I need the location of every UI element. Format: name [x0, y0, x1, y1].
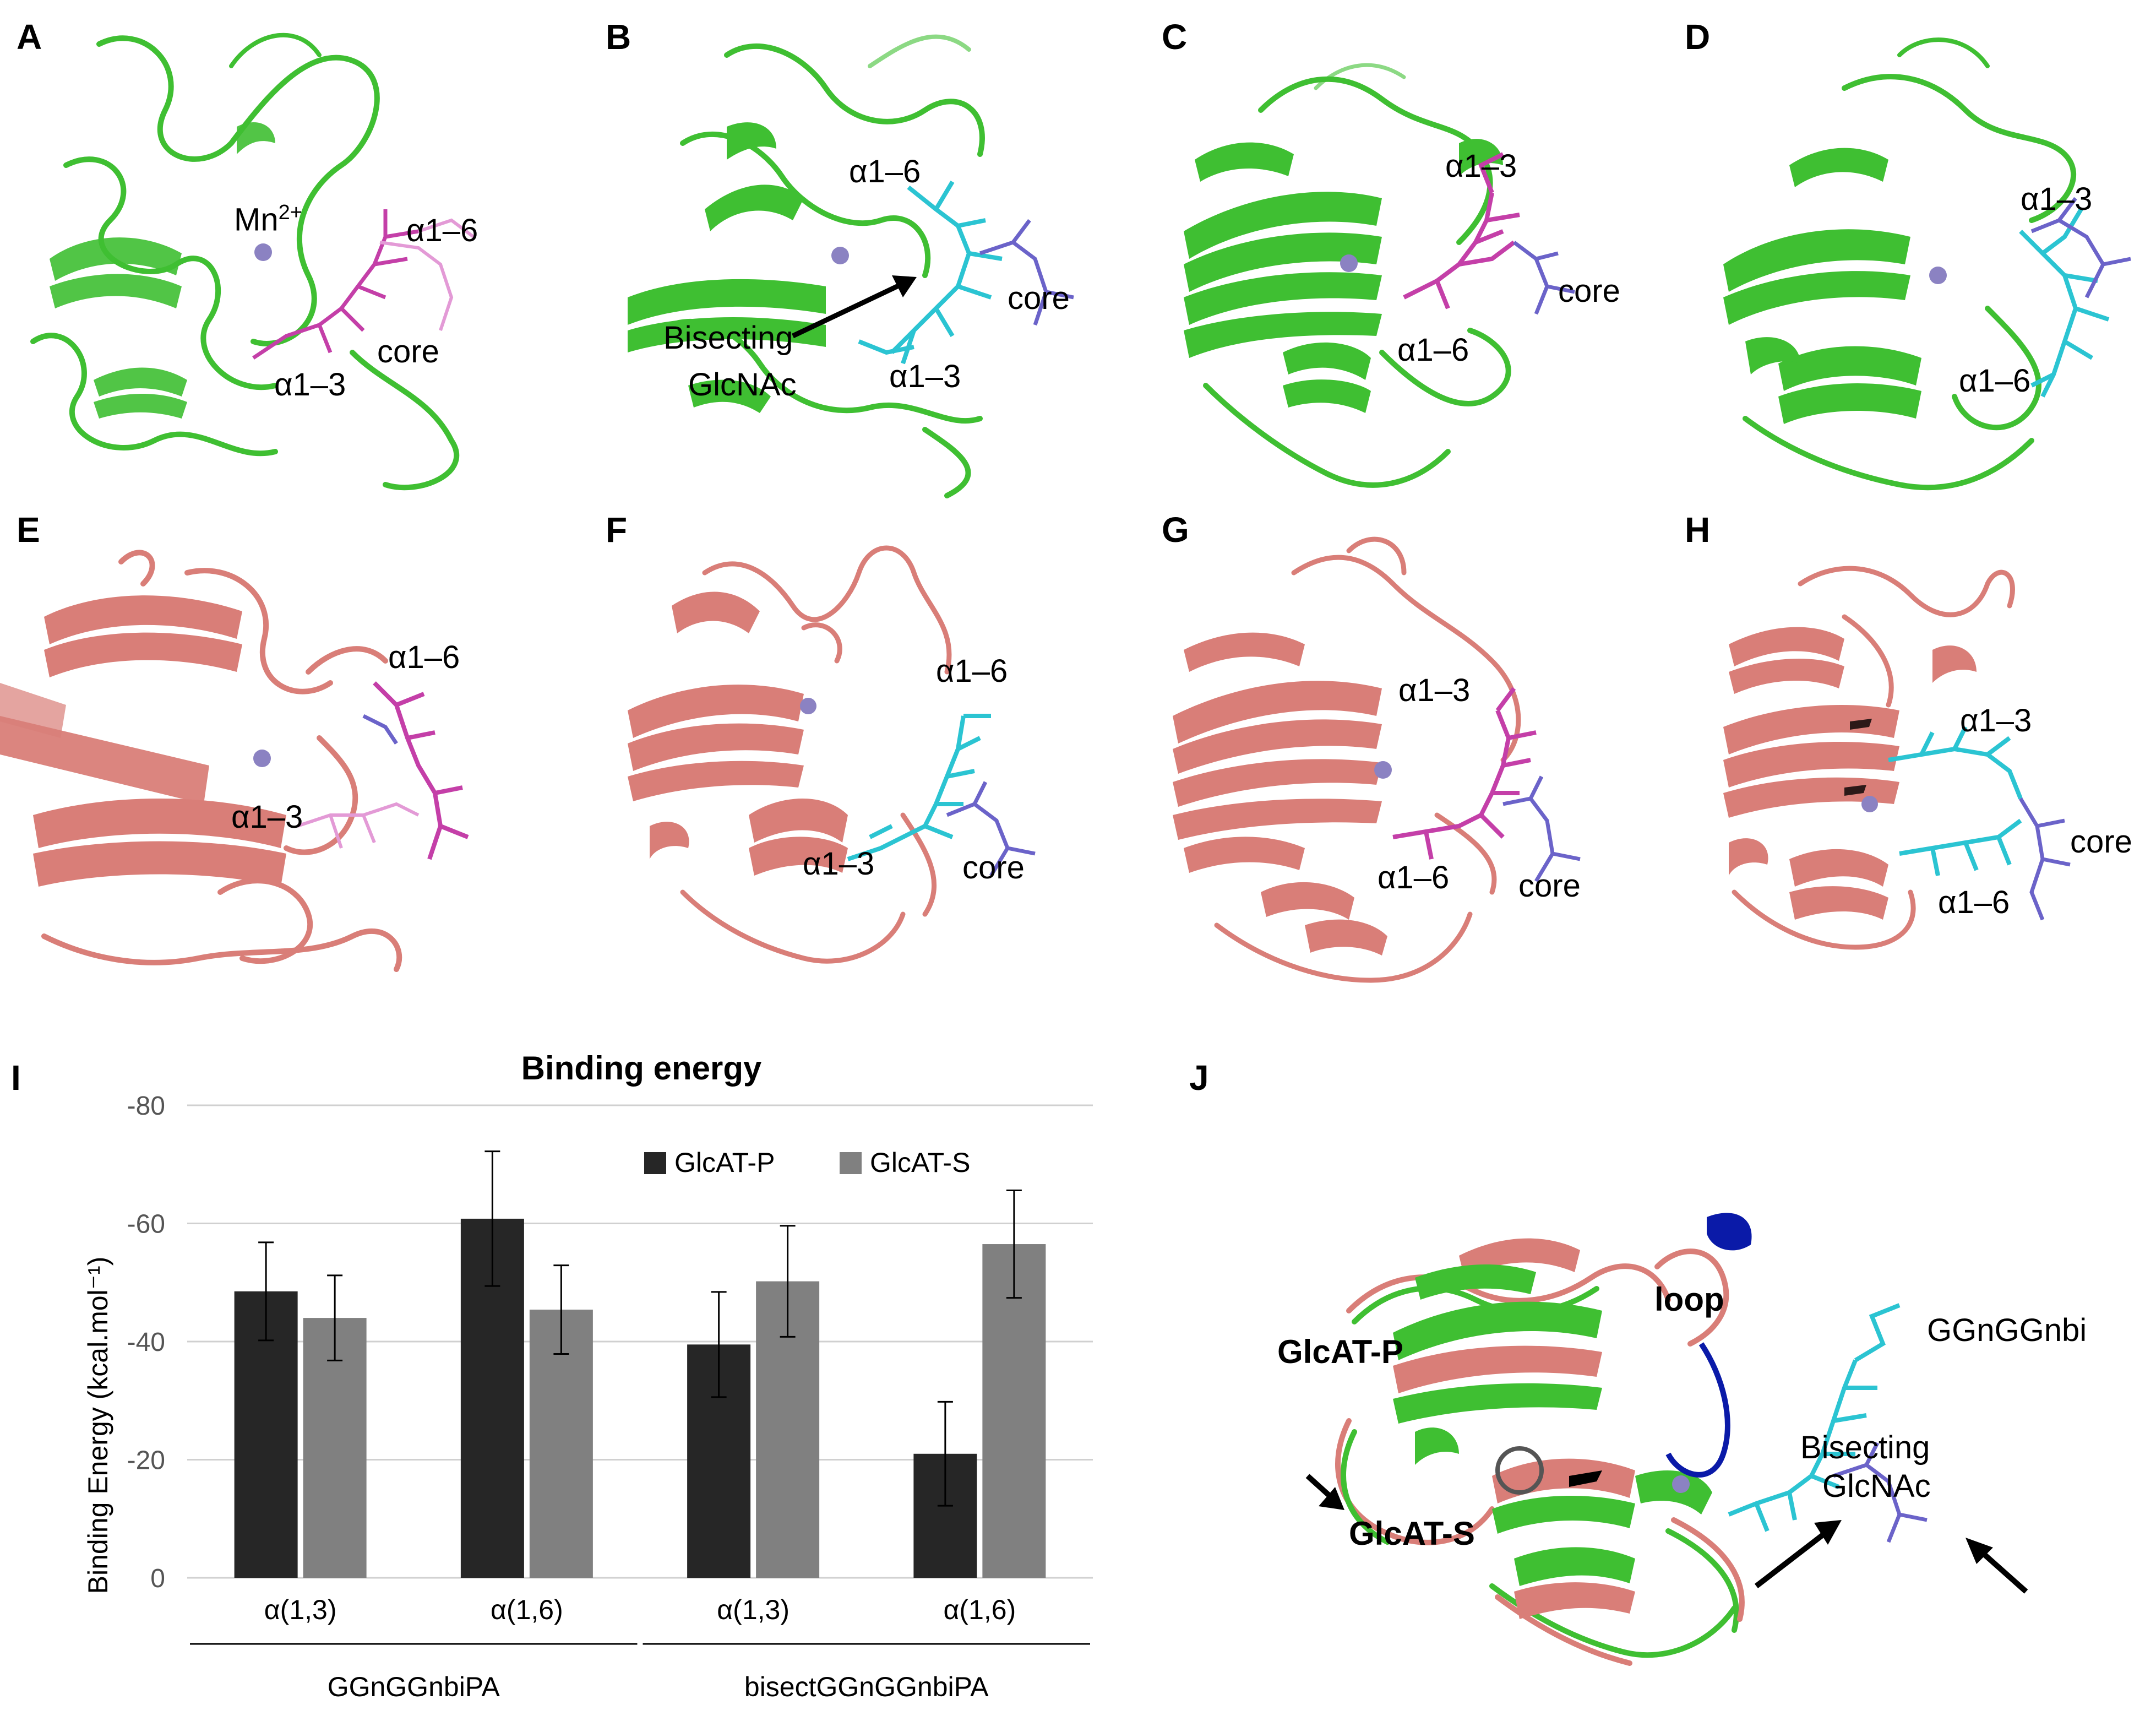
label-glcnac-J: GlcNAc [1822, 1468, 1931, 1504]
chart-error-bars [258, 1150, 1022, 1507]
protein-structure-D [1723, 37, 2131, 491]
panel-label-J: J [1189, 1058, 1209, 1098]
label-core-H: core [2070, 824, 2132, 860]
label-a13-C: α1–3 [1445, 148, 1517, 184]
protein-structure-H [1723, 566, 2071, 950]
label-a13-E: α1–3 [231, 799, 303, 835]
label-core-F: core [962, 850, 1025, 886]
protein-overlay-J [1305, 1213, 2028, 1666]
y-tick-label-4: -80 [127, 1092, 165, 1121]
label-a16-B: α1–6 [849, 154, 921, 189]
panel-label-A: A [17, 17, 42, 57]
panel-label-E: E [17, 510, 40, 550]
label-a13-A: α1–3 [274, 367, 346, 403]
binding-energy-chart: Binding energy 0 -20 -40 -60 -80 α(1,3) α(1,6… [0, 1035, 1145, 1718]
label-core-B: core [1008, 280, 1070, 316]
label-bisecting-B: Bisecting [663, 320, 793, 356]
protein-structure-E [0, 550, 469, 972]
chart-legend: GlcAT-P GlcAT-S [644, 1147, 970, 1178]
panel-E: E α1–6 α1–3 [0, 507, 551, 1002]
y-tick-label-2: -40 [127, 1328, 165, 1357]
label-bisecting-J: Bisecting [1800, 1430, 1930, 1465]
label-core-C: core [1558, 273, 1620, 309]
label-core-A: core [377, 334, 439, 370]
label-a13-B: α1–3 [889, 359, 961, 394]
panel-F: F α1–6 α1–3 core [595, 507, 1145, 1002]
chart-title: Binding energy [521, 1050, 762, 1087]
label-a16-H: α1–6 [1938, 884, 2010, 920]
panel-label-C: C [1162, 17, 1188, 57]
panel-label-G: G [1162, 510, 1189, 550]
label-a16-A: α1–6 [406, 213, 478, 248]
label-a16-F: α1–6 [936, 653, 1008, 689]
label-core-G: core [1518, 868, 1581, 904]
protein-structure-F [628, 545, 1036, 964]
label-a13-D: α1–3 [2021, 181, 2093, 217]
panel-G: G α1–3 α1–6 core [1151, 507, 1646, 1002]
chart-y-ticks: 0 -20 -40 -60 -80 [127, 1092, 165, 1593]
panel-D: D α1–3 α1–6 [1679, 0, 2156, 518]
x-category-label-0: α(1,3) [264, 1594, 337, 1625]
label-glcnac-B: GlcNAc [688, 367, 797, 403]
label-mn: Mn2+ [234, 201, 302, 238]
label-mn-text: Mn [234, 202, 279, 238]
group-label-1: bisectGGnGGnbiPA [744, 1671, 989, 1702]
x-category-label-1: α(1,6) [491, 1594, 563, 1625]
label-loop: loop [1654, 1281, 1724, 1318]
panel-C: C α1–3 core α1–6 [1151, 0, 1646, 518]
y-tick-label-0: 0 [150, 1564, 165, 1593]
panel-H: H α1–3 core α1–6 [1679, 507, 2156, 1002]
label-a13-F: α1–3 [803, 846, 875, 882]
panel-label-B: B [606, 17, 631, 57]
y-tick-label-3: -60 [127, 1210, 165, 1239]
legend-swatch-1 [840, 1152, 862, 1174]
chart-svg: Binding energy 0 -20 -40 -60 -80 α(1,3) α(1,6… [83, 1050, 1093, 1702]
chart-groups: GGnGGnbiPA bisectGGnGGnbiPA [190, 1643, 1090, 1702]
panel-J: J GlcAT-P GlcAT-S loop GGnGGnbi Bisectin… [1184, 1035, 2156, 1718]
label-ggngnbi: GGnGGnbi [1927, 1312, 2087, 1348]
protein-structure-C [1184, 63, 1575, 488]
panel-label-F: F [606, 510, 628, 550]
label-mn-sup: 2+ [278, 201, 302, 224]
legend-label-1: GlcAT-S [870, 1147, 970, 1178]
label-a16-C: α1–6 [1397, 332, 1469, 368]
chart-y-label: Binding Energy (kcal.mol⁻¹) [83, 1257, 113, 1594]
panel-A: A Mn2+ α1–6 core α1–3 [0, 0, 551, 518]
label-a13-G: α1–3 [1398, 672, 1471, 708]
label-a13-H: α1–3 [1960, 703, 2032, 739]
y-tick-label-1: -20 [127, 1446, 165, 1475]
legend-swatch-0 [644, 1152, 666, 1174]
label-a16-G: α1–6 [1378, 860, 1450, 895]
panel-label-H: H [1685, 510, 1711, 550]
protein-structure-G [1173, 536, 1581, 983]
panel-label-D: D [1685, 17, 1711, 57]
label-a16-E: α1–6 [388, 639, 460, 675]
label-glcat-p: GlcAT-P [1277, 1333, 1403, 1370]
legend-label-0: GlcAT-P [674, 1147, 775, 1178]
x-category-label-3: α(1,6) [944, 1594, 1016, 1625]
bar-GlcAT-S-3 [982, 1244, 1046, 1578]
panel-B: B α1–6 core Bisecting GlcNAc α1–3 [595, 0, 1145, 518]
x-category-label-2: α(1,3) [717, 1594, 790, 1625]
protein-structure-B [628, 34, 1074, 498]
label-glcat-s: GlcAT-S [1349, 1515, 1475, 1552]
protein-structure-A [30, 32, 475, 491]
group-label-0: GGnGGnbiPA [328, 1671, 500, 1702]
panel-label-I: I [11, 1058, 21, 1098]
chart-bars [234, 1218, 1046, 1578]
label-a16-D: α1–6 [1959, 363, 2031, 399]
chart-x-categories: α(1,3) α(1,6) α(1,3) α(1,6) [264, 1594, 1016, 1625]
